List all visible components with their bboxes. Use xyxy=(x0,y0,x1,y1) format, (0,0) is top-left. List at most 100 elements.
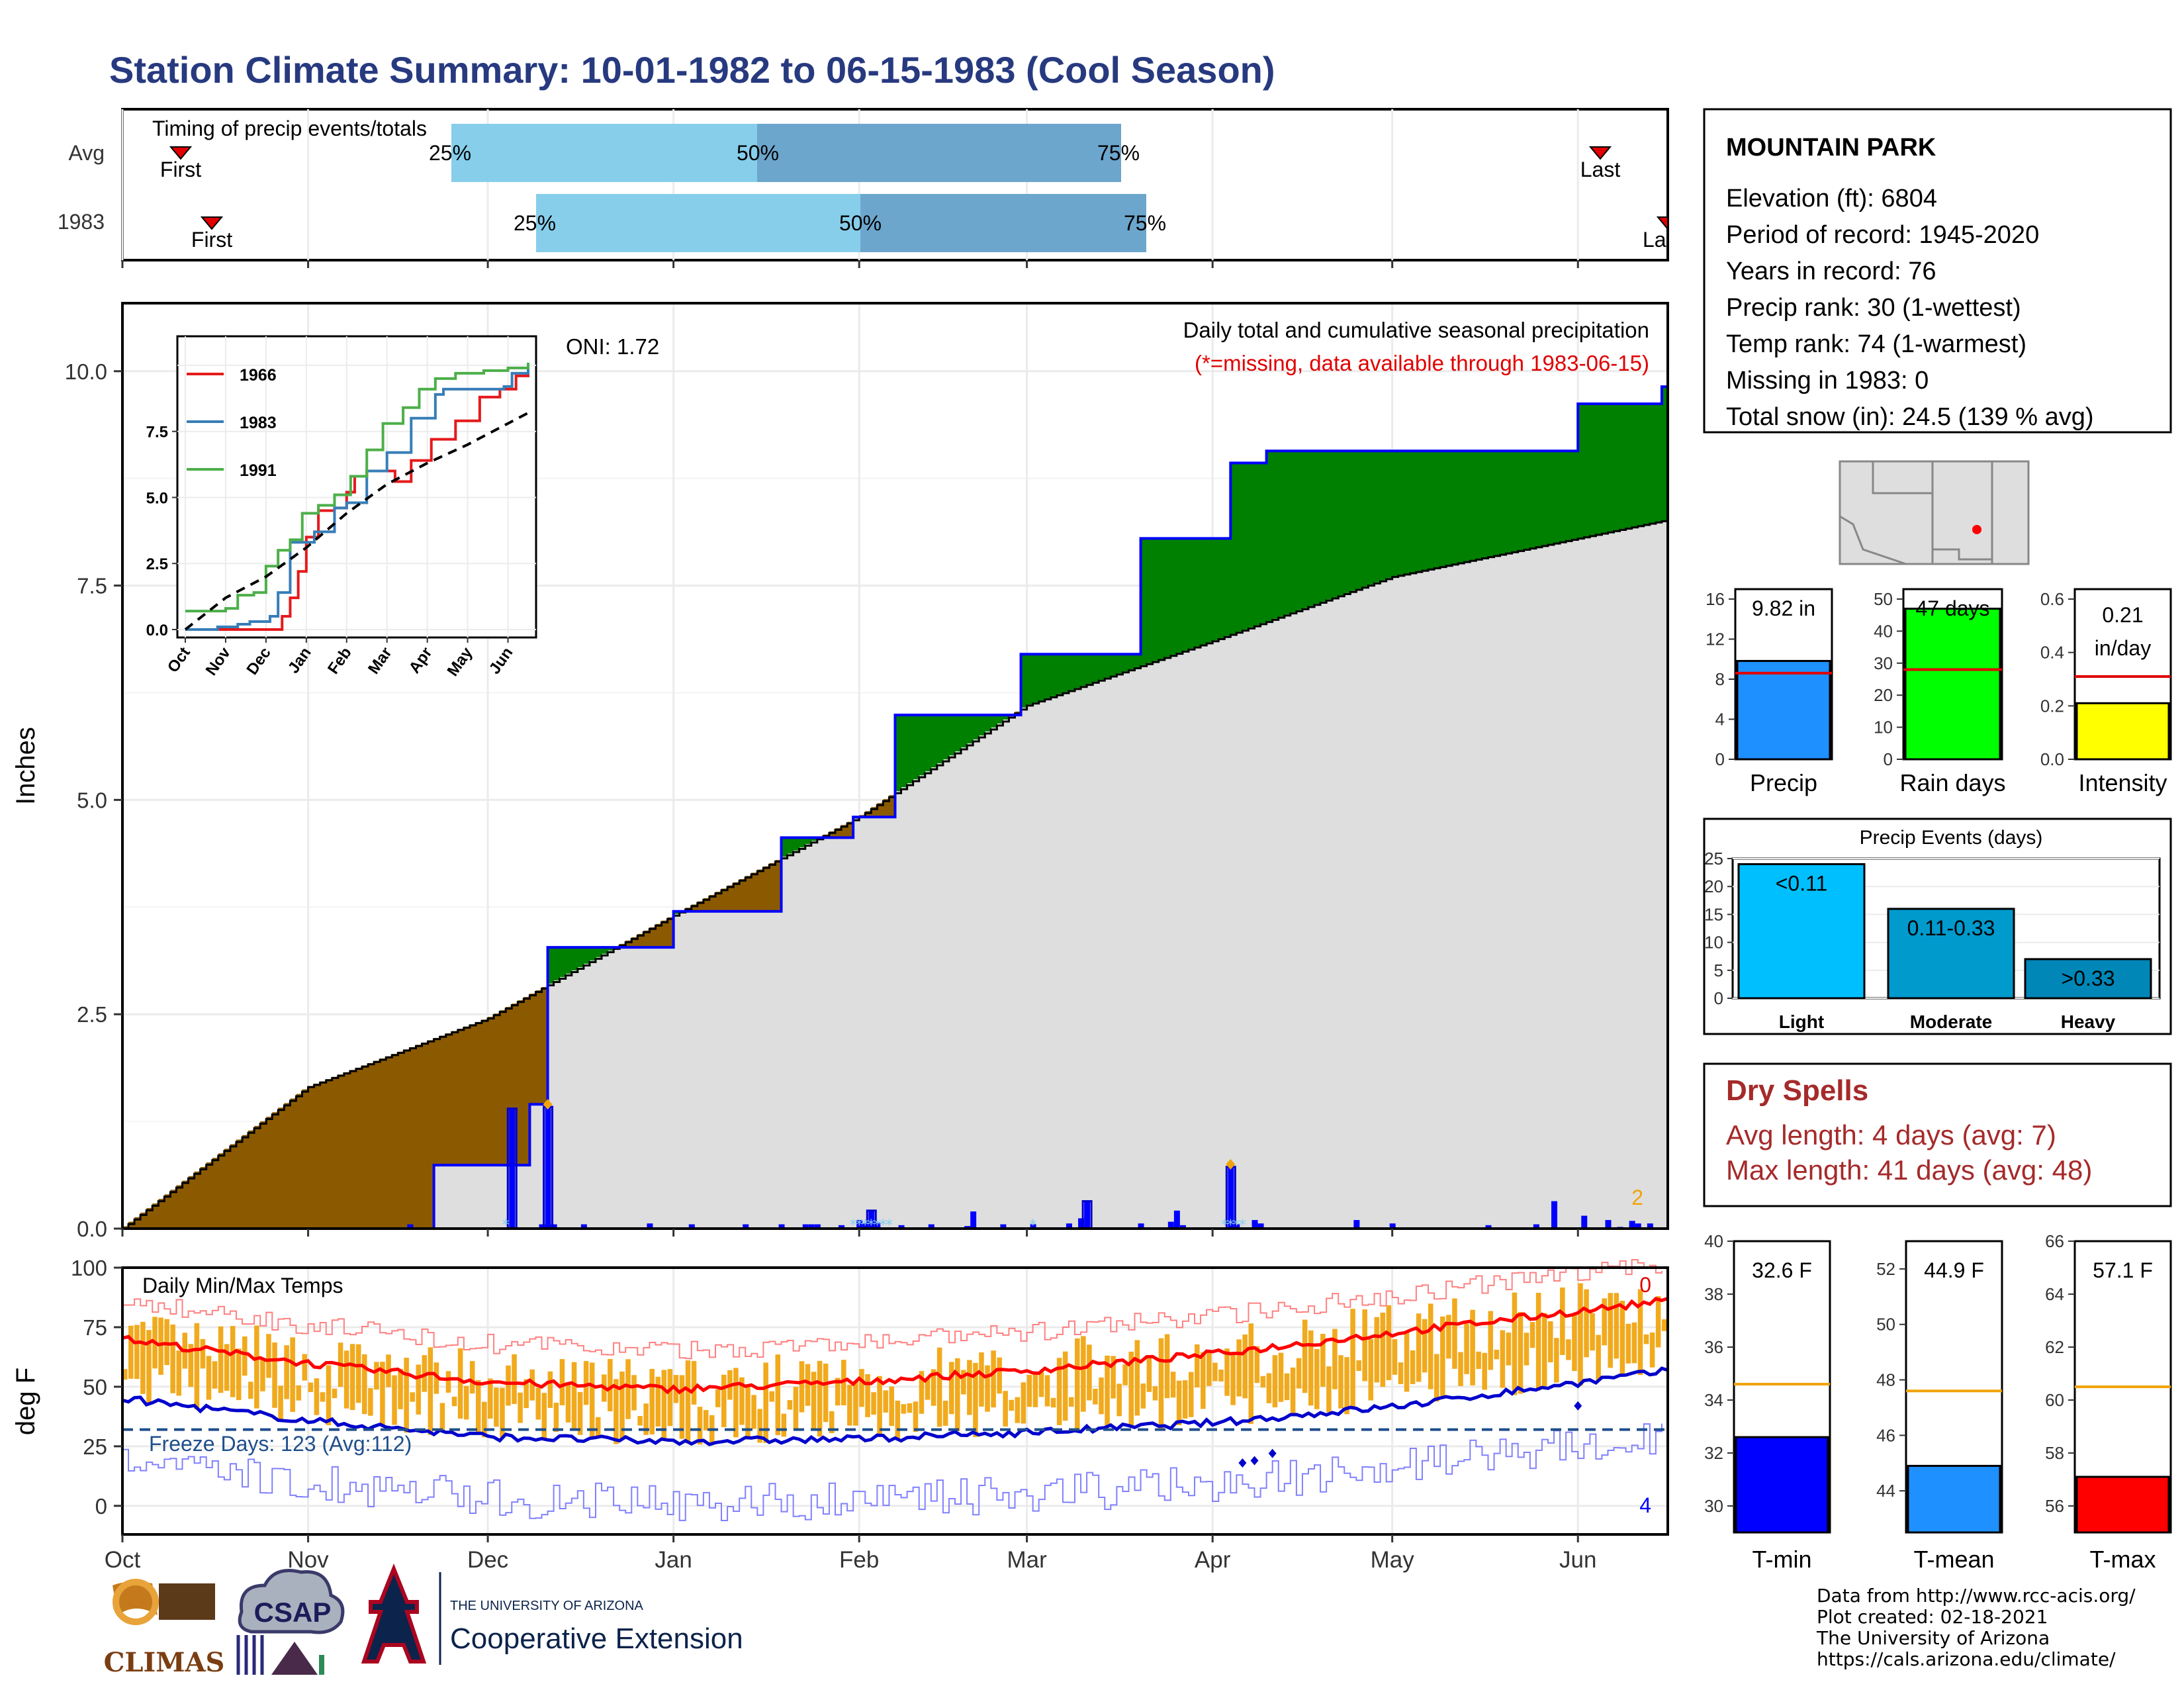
daily-temp-bar xyxy=(979,1352,984,1407)
daily-precip-bar xyxy=(1257,1223,1264,1229)
daily-temp-bar xyxy=(1368,1339,1374,1401)
events-bar-heavy xyxy=(2024,958,2152,1000)
events-tick-label: 10 xyxy=(1704,933,1723,953)
csap-cloud xyxy=(238,1569,345,1634)
daily-temp-bar xyxy=(218,1326,224,1393)
trace-marker: * xyxy=(856,1217,863,1234)
daily-temp-bar xyxy=(793,1387,799,1430)
surplus-segment xyxy=(1446,451,1453,565)
events-title: Precip Events (days) xyxy=(1860,827,2043,849)
dry-spells-title: Dry Spells xyxy=(1726,1074,1868,1107)
daily-temp-bar xyxy=(1290,1367,1296,1415)
daily-temp-bar xyxy=(829,1411,835,1434)
daily-precip-bar xyxy=(407,1224,414,1229)
csap-logo: CSAP xyxy=(236,1569,345,1675)
surplus-segment xyxy=(553,947,561,981)
avg-last-label: Last xyxy=(1580,158,1621,181)
deficit-segment xyxy=(763,866,770,912)
daily-temp-bar xyxy=(272,1342,277,1408)
record-high-line xyxy=(122,1259,1662,1360)
daily-temp-bar xyxy=(314,1378,320,1415)
daily-precip-bar xyxy=(1173,1210,1180,1229)
deficit-segment xyxy=(422,1042,429,1229)
credit-line-3: The University of Arizona xyxy=(1816,1627,2050,1649)
snow-marker xyxy=(1226,1158,1236,1170)
daily-temp-bar xyxy=(1218,1369,1224,1382)
surplus-segment xyxy=(1637,403,1645,526)
daily-temp-bar xyxy=(1404,1332,1410,1392)
deficit-segment xyxy=(392,1054,398,1229)
surplus-segment xyxy=(1230,463,1237,634)
record-low-line xyxy=(122,1423,1662,1521)
surplus-segment xyxy=(1093,654,1099,682)
surplus-segment xyxy=(1386,451,1393,579)
surplus-segment xyxy=(1260,463,1267,624)
deficit-segment xyxy=(134,1217,141,1229)
daily-temp-bar xyxy=(1158,1338,1164,1430)
daily-temp-bar xyxy=(685,1360,691,1444)
daily-temp-bar xyxy=(631,1375,637,1411)
deficit-segment xyxy=(260,1121,267,1229)
surplus-segment xyxy=(799,837,806,847)
daily-temp-bar xyxy=(1602,1298,1607,1346)
deficit-segment xyxy=(835,828,842,838)
summary-value-unit-2: in/day xyxy=(2095,636,2151,660)
trace-marker: * xyxy=(1227,1217,1234,1234)
daily-temp-bar xyxy=(703,1410,709,1430)
daily-temp-bar xyxy=(194,1323,200,1409)
daily-temp-bar xyxy=(697,1407,703,1445)
daily-temp-bar xyxy=(1554,1338,1559,1383)
surplus-segment xyxy=(1332,451,1339,598)
daily-temp-bar xyxy=(200,1338,206,1369)
daily-temp-bar xyxy=(445,1371,451,1393)
daily-precip-bar xyxy=(1629,1225,1635,1229)
daily-temp-bar xyxy=(1230,1353,1236,1405)
daily-temp-bar xyxy=(1500,1330,1506,1388)
temp-summary-tick-label: 48 xyxy=(1876,1370,1895,1390)
daily-temp-bar xyxy=(1044,1375,1050,1407)
daily-temp-bar xyxy=(661,1370,667,1441)
temp-xtick-label: Mar xyxy=(1007,1547,1047,1573)
surplus-segment xyxy=(1195,538,1201,647)
surplus-segment xyxy=(1290,451,1297,613)
deficit-segment xyxy=(410,1047,417,1229)
daily-temp-bar xyxy=(769,1391,774,1402)
daily-temp-bar xyxy=(691,1361,697,1405)
inset-average-line xyxy=(184,411,529,631)
daily-temp-bar xyxy=(236,1348,242,1401)
deficit-segment xyxy=(290,1098,297,1229)
daily-temp-bar xyxy=(1284,1373,1290,1401)
surplus-segment xyxy=(1529,451,1537,548)
daily-temp-bar xyxy=(589,1362,595,1439)
daily-temp-bar xyxy=(1164,1334,1170,1399)
temp-summary-tick-label: 40 xyxy=(1704,1231,1723,1251)
credit-line-4: https://cals.arizona.edu/climate/ xyxy=(1817,1648,2116,1670)
surplus-segment xyxy=(1404,451,1411,574)
daily-temp-bar xyxy=(1099,1377,1104,1415)
temp-summary-value-2: 57.1 F xyxy=(2093,1258,2153,1282)
events-category-label: Light xyxy=(1779,1011,1824,1032)
daily-temp-bar xyxy=(614,1379,619,1444)
daily-temp-bar xyxy=(1518,1311,1524,1394)
freeze-days-label: Freeze Days: 123 (Avg:112) xyxy=(149,1432,412,1456)
daily-temp-bar xyxy=(463,1385,469,1420)
surplus-segment xyxy=(1416,451,1423,572)
inset-frame xyxy=(176,335,537,639)
csap-logo-text: CSAP xyxy=(254,1597,332,1628)
daily-temp-bar xyxy=(1087,1344,1092,1401)
daily-temp-bar xyxy=(1302,1319,1308,1393)
daily-temp-bar xyxy=(991,1350,996,1408)
daily-temp-bar xyxy=(1212,1362,1218,1382)
daily-temp-bar xyxy=(290,1337,295,1412)
daily-temp-bar xyxy=(1380,1312,1386,1387)
deficit-segment xyxy=(889,795,896,818)
daily-temp-bar xyxy=(817,1360,823,1437)
surplus-segment xyxy=(673,911,680,914)
summary-tick-label: 0 xyxy=(1884,749,1893,769)
events-tick-label: 25 xyxy=(1704,849,1723,868)
daily-temp-bar xyxy=(583,1361,589,1405)
surplus-segment xyxy=(979,715,985,736)
surplus-segment xyxy=(1619,403,1627,530)
map-border-mexico xyxy=(1933,548,1992,561)
surplus-segment xyxy=(1380,451,1387,581)
